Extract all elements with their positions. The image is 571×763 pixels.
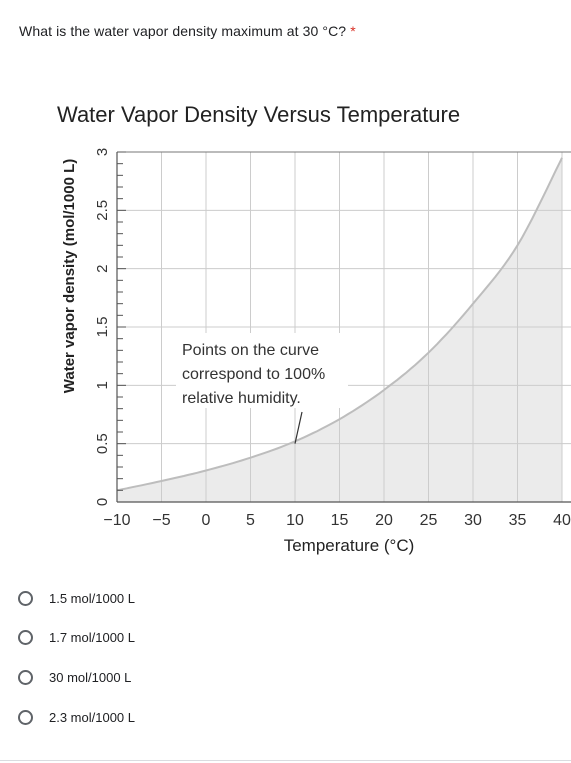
question-text: What is the water vapor density maximum …: [19, 23, 347, 39]
annotation-line: relative humidity.: [182, 390, 301, 407]
x-tick-label: −5: [152, 512, 170, 529]
x-tick-label: 20: [375, 512, 393, 529]
curve-area-fill: [117, 157, 562, 502]
chart-image: Water Vapor Density Versus Temperature 0…: [0, 90, 571, 560]
plot-area: 0 0.5 1 1.5 2 2.5 3 −10 −5 0 5 10 15 20 25 30 35 40: [94, 148, 571, 529]
x-tick-label: 35: [509, 512, 527, 529]
y-tick-label: 1.5: [94, 317, 111, 338]
annotation-line: Points on the curve: [182, 342, 319, 359]
x-tick-label: 25: [420, 512, 438, 529]
series-line: [117, 157, 563, 492]
option-label: 1.7 mol/1000 L: [49, 629, 136, 645]
x-tick-label: 5: [246, 512, 255, 529]
required-asterisk: *: [350, 23, 356, 39]
option-3[interactable]: 30 mol/1000 L: [18, 665, 131, 689]
x-tick-label: 0: [202, 512, 211, 529]
radio-button-icon[interactable]: [18, 590, 33, 606]
option-1[interactable]: 1.5 mol/1000 L: [18, 586, 135, 610]
option-label: 2.3 mol/1000 L: [49, 709, 136, 725]
annotation-line: correspond to 100%: [182, 366, 325, 383]
option-4[interactable]: 2.3 mol/1000 L: [18, 705, 135, 729]
y-tick-label: 2: [94, 264, 111, 272]
y-tick-label: 0.5: [94, 433, 111, 454]
question-title: What is the water vapor density maximum …: [19, 23, 356, 39]
y-tick-label: 2.5: [94, 200, 111, 221]
y-tick-label: 3: [94, 148, 111, 156]
x-tick-label: −10: [103, 512, 130, 529]
y-tick-label: 1: [94, 381, 111, 389]
option-label: 30 mol/1000 L: [49, 669, 132, 685]
x-tick-label: 40: [553, 512, 571, 529]
annotation-pointer: [294, 411, 303, 444]
x-tick-label: 10: [286, 512, 304, 529]
x-tick-label: 15: [331, 512, 349, 529]
radio-button-icon[interactable]: [18, 629, 33, 645]
grid-lines: [117, 152, 571, 502]
chart-svg: Water Vapor Density Versus Temperature 0…: [57, 102, 571, 555]
chart-title: Water Vapor Density Versus Temperature: [57, 102, 460, 127]
option-2[interactable]: 1.7 mol/1000 L: [18, 625, 135, 649]
option-label: 1.5 mol/1000 L: [49, 590, 136, 606]
chart-annotation: Points on the curve correspond to 100% rel…: [176, 333, 348, 444]
x-tick-label: 30: [464, 512, 482, 529]
annotation-background: [176, 333, 348, 408]
radio-button-icon[interactable]: [18, 669, 33, 685]
y-tick-label: 0: [94, 498, 111, 506]
section-divider: [0, 760, 571, 761]
y-axis-label: Water vapor density (mol/1000 L): [61, 159, 78, 394]
x-axis-label: Temperature (°C): [284, 536, 415, 555]
radio-button-icon[interactable]: [18, 709, 33, 725]
